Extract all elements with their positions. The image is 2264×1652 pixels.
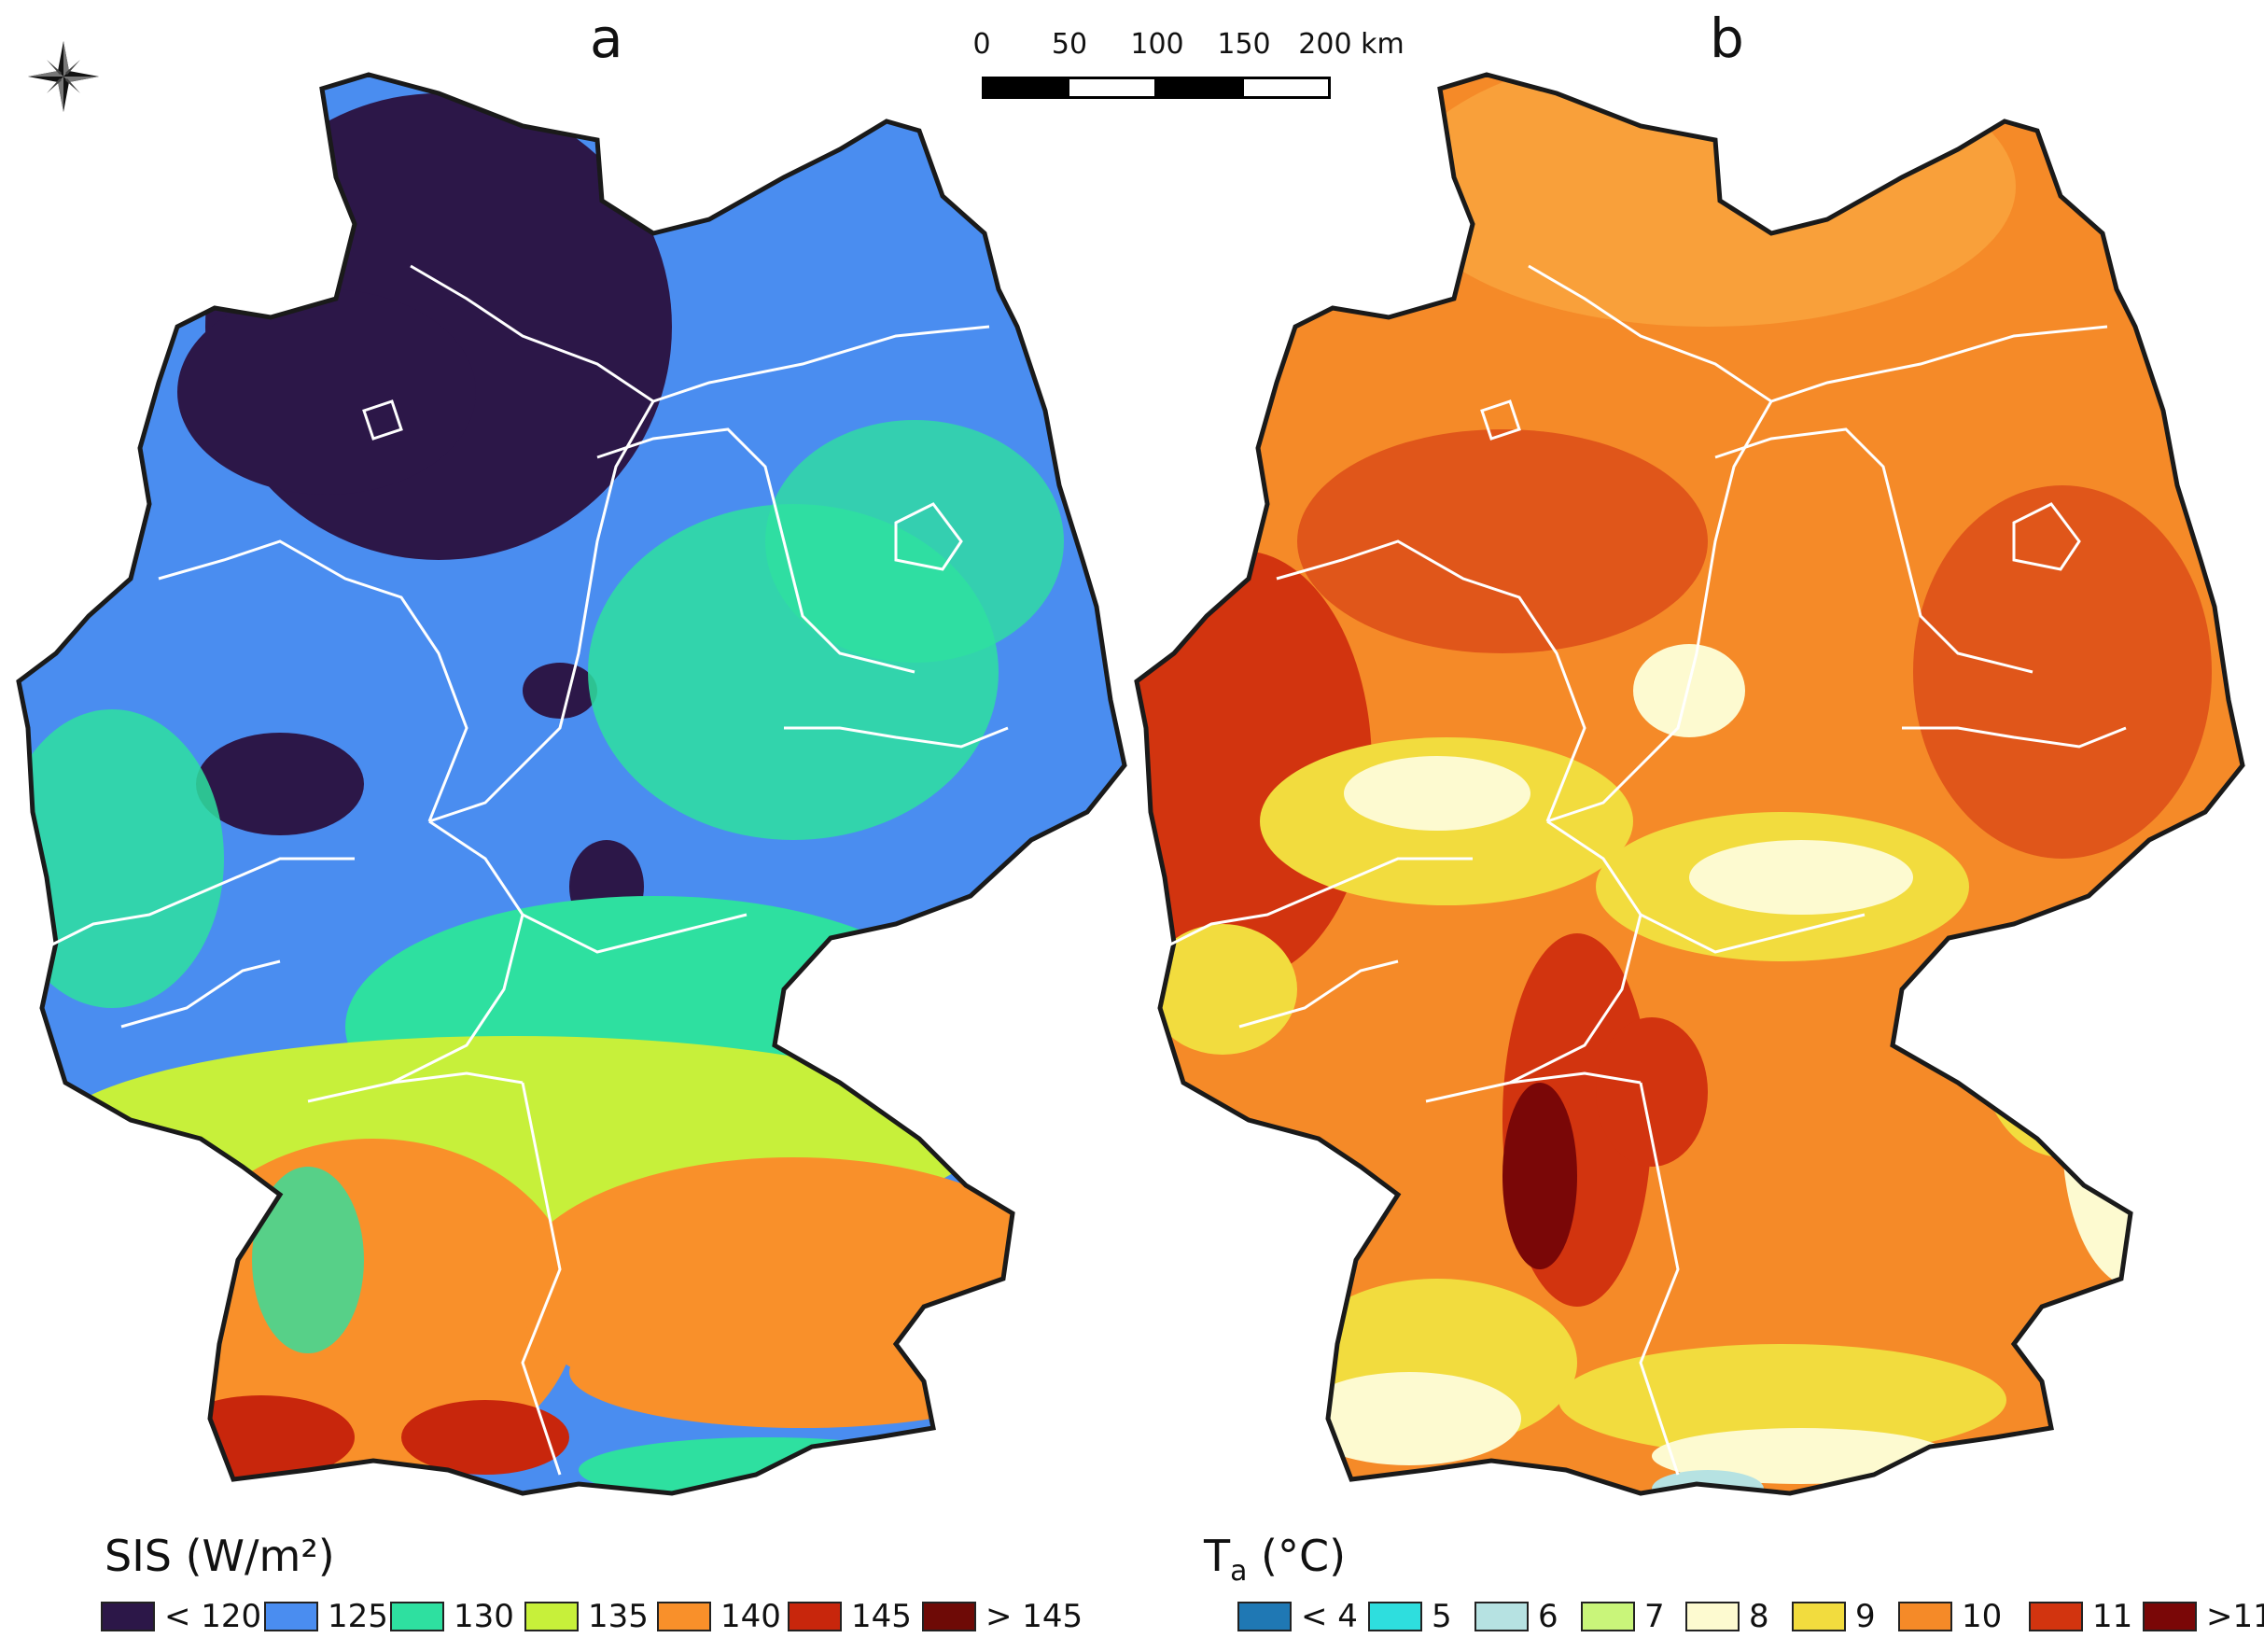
scale-segment-2 (1067, 77, 1157, 99)
legend-b-title-unit: (°C) (1247, 1531, 1347, 1581)
legend-a-item: < 120 (101, 1598, 261, 1635)
legend-a-swatch (788, 1602, 842, 1631)
legend-a-label: 145 (851, 1598, 912, 1635)
scale-tick-150: 150 (1217, 28, 1271, 61)
legend-a-label: 135 (588, 1598, 649, 1635)
legend-b-label: 9 (1855, 1598, 1876, 1635)
legend-a-swatch (390, 1602, 444, 1631)
legend-a-label: 140 (720, 1598, 781, 1635)
legend-b-item: < 4 (1237, 1598, 1358, 1635)
scale-segment-3 (1154, 77, 1244, 99)
legend-b-swatch (2143, 1602, 2197, 1631)
legend-b-title: Ta (°C) (1204, 1531, 1346, 1588)
legend-b-label: >11 (2206, 1598, 2264, 1635)
legend-a-title: SIS (W/m²) (105, 1531, 335, 1581)
legend-a-swatch (101, 1602, 155, 1631)
compass-rose-icon (28, 41, 99, 112)
scale-tick-0: 0 (972, 28, 991, 61)
legend-b-swatch (2029, 1602, 2083, 1631)
legend-b: < 4 5 6 7 8 9 10 11 >11 (1237, 1598, 2264, 1635)
legend-b-title-sub: a (1230, 1555, 1248, 1589)
legend-b-item: 9 (1792, 1598, 1876, 1635)
scale-tick-200: 200 km (1298, 28, 1405, 61)
legend-b-label: 11 (2092, 1598, 2133, 1635)
legend-b-item: 11 (2029, 1598, 2132, 1635)
panel-label-a: a (590, 7, 623, 70)
legend-a-swatch (524, 1602, 579, 1631)
scale-tick-50: 50 (1051, 28, 1088, 61)
legend-b-swatch (1792, 1602, 1846, 1631)
legend-b-swatch (1474, 1602, 1529, 1631)
legend-b-swatch (1898, 1602, 1952, 1631)
legend-a-label: 130 (454, 1598, 514, 1635)
legend-a-item: 140 (657, 1598, 781, 1635)
legend-b-item: 10 (1898, 1598, 2002, 1635)
legend-b-label: 10 (1962, 1598, 2003, 1635)
legend-b-item: >11 (2143, 1598, 2264, 1635)
legend-b-swatch (1237, 1602, 1292, 1631)
legend-b-label: 8 (1749, 1598, 1769, 1635)
legend-a-label: 125 (328, 1598, 388, 1635)
legend-a-item: 125 (264, 1598, 388, 1635)
map-solar-irradiance (16, 72, 1127, 1496)
legend-b-item: 7 (1581, 1598, 1665, 1635)
legend-b-title-main: T (1204, 1531, 1231, 1581)
legend-a-label: > 145 (985, 1598, 1083, 1635)
legend-a: < 120 125 130 135 140 145 > 145 (101, 1598, 1109, 1635)
legend-a-swatch (264, 1602, 318, 1631)
legend-b-label: 6 (1538, 1598, 1558, 1635)
legend-a-item: 145 (788, 1598, 912, 1635)
legend-a-swatch (922, 1602, 976, 1631)
scale-bar: 0 50 100 150 200 km (971, 28, 1405, 112)
legend-b-item: 8 (1685, 1598, 1769, 1635)
legend-a-label: < 120 (164, 1598, 262, 1635)
legend-a-swatch (657, 1602, 711, 1631)
scale-segment-4 (1241, 77, 1331, 99)
legend-a-item: > 145 (922, 1598, 1083, 1635)
legend-b-swatch (1368, 1602, 1422, 1631)
scale-tick-100: 100 (1130, 28, 1184, 61)
panel-label-b: b (1710, 7, 1744, 70)
legend-b-label: 5 (1432, 1598, 1452, 1635)
map-air-temperature (1134, 72, 2245, 1496)
legend-a-item: 135 (524, 1598, 649, 1635)
legend-b-swatch (1685, 1602, 1740, 1631)
legend-b-swatch (1581, 1602, 1635, 1631)
legend-b-item: 6 (1474, 1598, 1558, 1635)
scale-segment-1 (982, 77, 1069, 99)
legend-b-label: 7 (1644, 1598, 1665, 1635)
legend-b-label: < 4 (1301, 1598, 1358, 1635)
legend-b-item: 5 (1368, 1598, 1452, 1635)
legend-a-item: 130 (390, 1598, 514, 1635)
